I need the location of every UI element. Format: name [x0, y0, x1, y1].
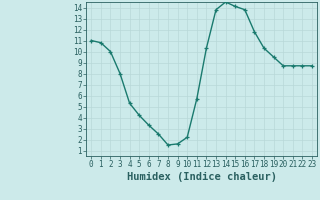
X-axis label: Humidex (Indice chaleur): Humidex (Indice chaleur) — [127, 172, 276, 182]
